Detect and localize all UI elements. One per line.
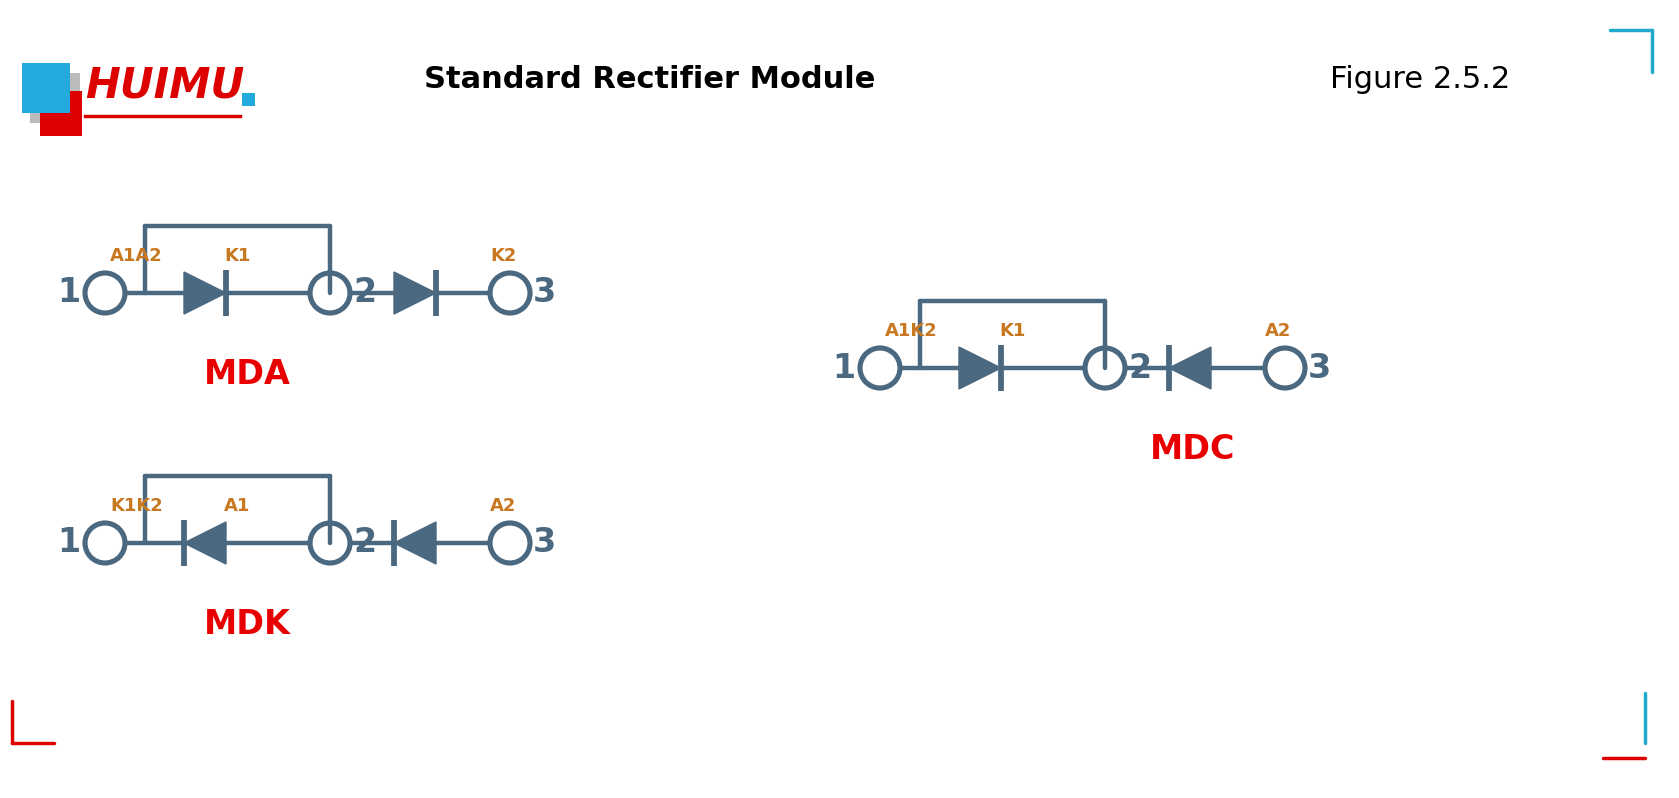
Bar xyxy=(22,63,71,113)
Text: 3: 3 xyxy=(532,276,556,310)
Text: A1K2: A1K2 xyxy=(885,322,939,340)
Text: HUIMU: HUIMU xyxy=(86,65,243,107)
Text: K1: K1 xyxy=(225,247,250,265)
Text: K2: K2 xyxy=(490,247,517,265)
Polygon shape xyxy=(395,272,437,314)
Polygon shape xyxy=(1169,347,1211,389)
Text: 2: 2 xyxy=(353,276,376,310)
Polygon shape xyxy=(395,522,437,564)
Text: MDC: MDC xyxy=(1150,433,1236,466)
Text: 1: 1 xyxy=(831,351,855,385)
Text: 2: 2 xyxy=(353,527,376,559)
Polygon shape xyxy=(959,347,1001,389)
Text: 3: 3 xyxy=(532,527,556,559)
Text: K1: K1 xyxy=(999,322,1026,340)
Polygon shape xyxy=(185,272,227,314)
Text: A1A2: A1A2 xyxy=(111,247,163,265)
Text: K1K2: K1K2 xyxy=(111,497,163,515)
Polygon shape xyxy=(185,522,227,564)
Text: 3: 3 xyxy=(1308,351,1331,385)
Text: A2: A2 xyxy=(490,497,517,515)
Text: Figure 2.5.2: Figure 2.5.2 xyxy=(1330,65,1509,94)
Text: A1: A1 xyxy=(225,497,250,515)
Text: 1: 1 xyxy=(57,276,81,310)
Bar xyxy=(40,91,82,136)
Text: MDA: MDA xyxy=(205,358,290,391)
Bar xyxy=(30,73,81,123)
Text: A2: A2 xyxy=(1264,322,1291,340)
Text: MDK: MDK xyxy=(205,608,290,641)
Text: 1: 1 xyxy=(57,527,81,559)
Bar xyxy=(242,93,255,106)
Text: 2: 2 xyxy=(1128,351,1152,385)
Text: Standard Rectifier Module: Standard Rectifier Module xyxy=(425,65,876,94)
